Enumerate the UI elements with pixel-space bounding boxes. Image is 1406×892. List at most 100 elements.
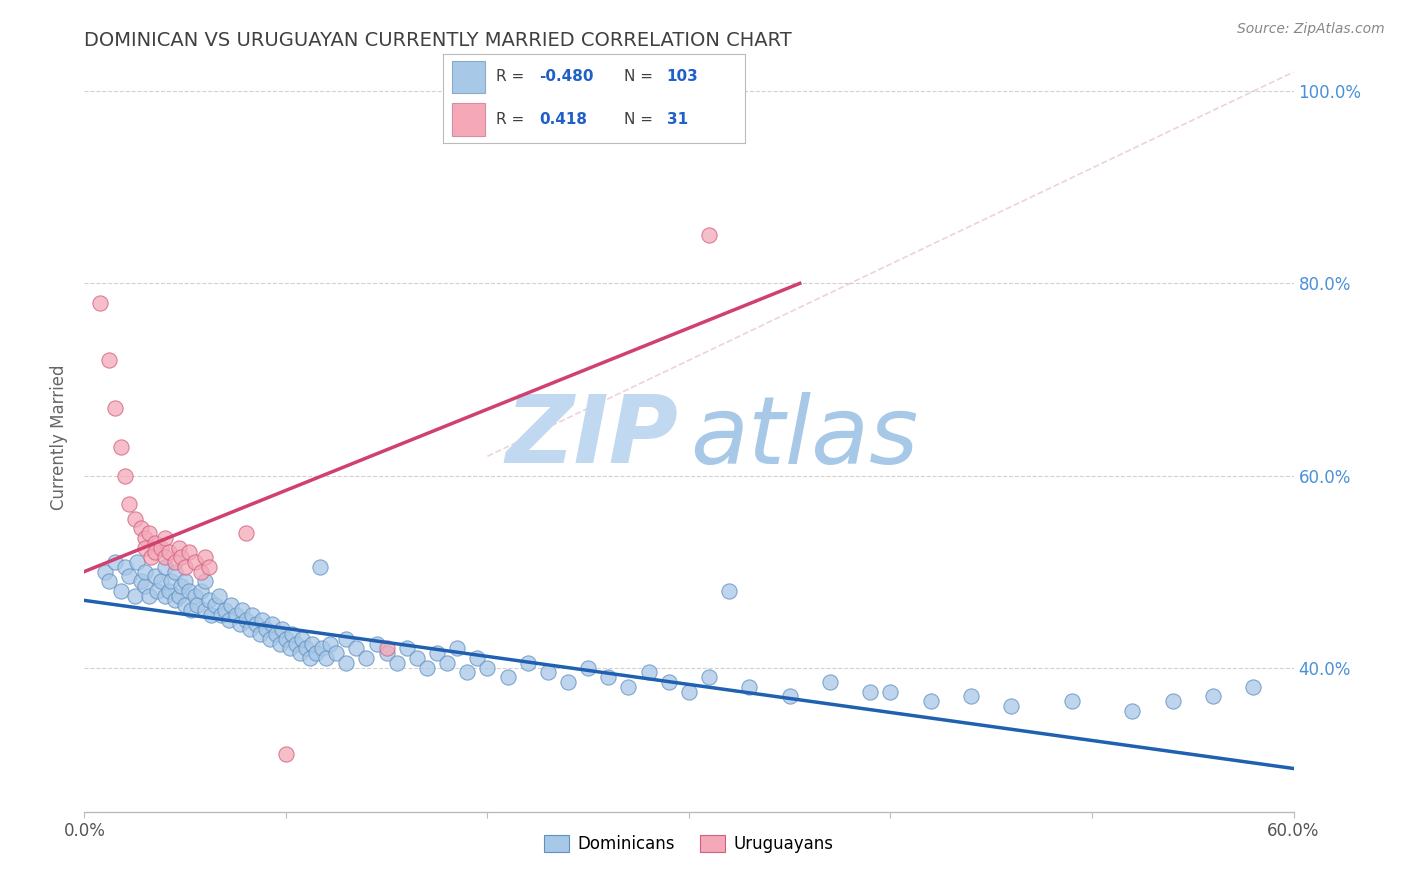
Point <box>1202 690 1225 704</box>
Point <box>134 579 156 593</box>
Point <box>299 651 322 665</box>
Point <box>678 684 700 698</box>
Point <box>184 555 207 569</box>
Point <box>198 559 221 574</box>
Point <box>143 535 166 549</box>
Legend: Dominicans, Uruguayans: Dominicans, Uruguayans <box>537 828 841 860</box>
Point <box>477 660 499 674</box>
Point <box>208 589 231 603</box>
Point <box>110 440 132 454</box>
Point <box>179 545 201 559</box>
Point <box>239 622 262 636</box>
Point <box>516 656 538 670</box>
Point <box>125 555 148 569</box>
Point <box>218 613 240 627</box>
Text: -0.480: -0.480 <box>540 70 595 84</box>
Point <box>264 627 287 641</box>
Point <box>200 607 222 622</box>
Point <box>259 632 281 646</box>
Point <box>153 589 176 603</box>
Point <box>167 589 190 603</box>
Point <box>118 497 141 511</box>
Point <box>416 660 439 674</box>
Point <box>617 680 640 694</box>
Point <box>335 656 357 670</box>
Point <box>170 550 193 565</box>
Bar <box>451 103 485 136</box>
Point <box>697 228 720 243</box>
Point <box>249 627 271 641</box>
Point <box>143 545 166 559</box>
Point <box>245 617 267 632</box>
Point <box>174 598 197 612</box>
Point <box>209 607 232 622</box>
Point <box>170 579 193 593</box>
Point <box>165 565 187 579</box>
Point <box>1000 699 1022 714</box>
Point <box>149 574 172 589</box>
Point <box>110 583 132 598</box>
Point <box>97 353 120 368</box>
Point <box>160 574 183 589</box>
Point <box>134 541 156 555</box>
Point <box>818 675 841 690</box>
Point <box>1241 680 1264 694</box>
Point <box>537 665 560 680</box>
Point <box>274 747 297 761</box>
Point <box>335 632 357 646</box>
Text: atlas: atlas <box>690 392 918 483</box>
Point <box>436 656 458 670</box>
Point <box>281 627 304 641</box>
Point <box>146 583 169 598</box>
Point <box>295 641 318 656</box>
Point <box>637 665 659 680</box>
Point <box>576 660 599 674</box>
Text: 103: 103 <box>666 70 699 84</box>
Point <box>250 613 273 627</box>
Point <box>129 521 152 535</box>
Point <box>309 559 332 574</box>
Point <box>325 646 347 660</box>
Point <box>557 675 579 690</box>
Point <box>375 646 398 660</box>
Point <box>186 598 208 612</box>
Point <box>738 680 761 694</box>
Point <box>225 607 247 622</box>
Text: N =: N = <box>624 112 664 127</box>
Point <box>89 295 111 310</box>
Point <box>288 646 311 660</box>
Point <box>859 684 882 698</box>
Point <box>184 589 207 603</box>
Point <box>149 541 172 555</box>
Point <box>920 694 942 708</box>
Text: R =: R = <box>496 112 534 127</box>
Point <box>1060 694 1083 708</box>
Point <box>190 583 212 598</box>
Point <box>124 512 146 526</box>
Point <box>198 593 221 607</box>
Point <box>311 641 333 656</box>
Point <box>214 603 236 617</box>
Text: R =: R = <box>496 70 529 84</box>
Point <box>104 555 127 569</box>
Point <box>174 574 197 589</box>
Point <box>165 593 187 607</box>
Point <box>254 622 277 636</box>
Point <box>194 574 217 589</box>
Point <box>194 550 217 565</box>
Point <box>153 531 176 545</box>
Point <box>104 401 127 416</box>
Point <box>157 545 180 559</box>
Point <box>228 617 250 632</box>
Y-axis label: Currently Married: Currently Married <box>51 364 69 510</box>
Point <box>270 622 292 636</box>
Point <box>174 559 197 574</box>
Point <box>467 651 489 665</box>
Point <box>114 559 136 574</box>
Point <box>153 559 176 574</box>
Point <box>179 583 201 598</box>
Point <box>960 690 983 704</box>
Point <box>395 641 418 656</box>
Bar <box>451 61 485 93</box>
Point <box>319 637 342 651</box>
